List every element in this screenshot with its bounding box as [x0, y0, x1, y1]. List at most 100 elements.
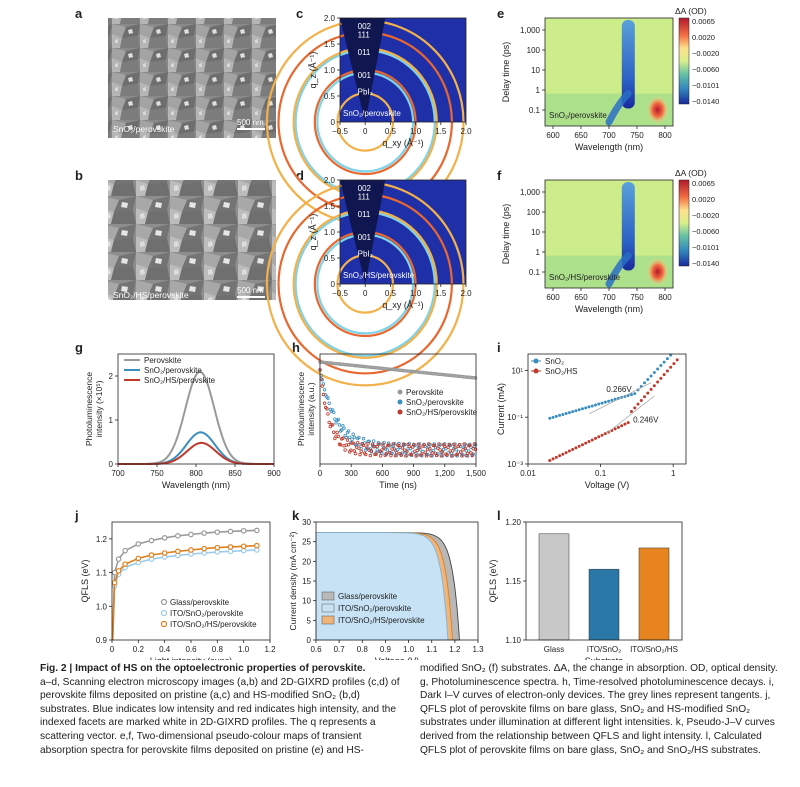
data-point [463, 446, 467, 451]
series-line-2 [118, 441, 274, 465]
data-point [227, 528, 234, 535]
data-point [414, 454, 418, 458]
data-point [594, 436, 598, 440]
y-tick-label: 2 [109, 372, 114, 381]
x-tick-label: 700 [111, 469, 125, 478]
data-point [597, 435, 601, 439]
tangent-line [606, 395, 655, 434]
data-point [353, 451, 358, 456]
y-tick-label: 0 [109, 460, 114, 469]
sem-image-b: SnO₂/HS/perovskite 500 nm [108, 180, 276, 300]
x-tick-label: 0.6 [185, 645, 197, 654]
data-point [201, 530, 207, 536]
data-point [407, 444, 411, 449]
y-tick-label: 100 [527, 46, 541, 55]
data-point [115, 568, 122, 574]
data-point [461, 448, 465, 452]
gixrd-facet-label: PbI₂ [358, 88, 373, 97]
legend-marker [397, 409, 403, 415]
series-area-1 [315, 532, 449, 641]
data-point [386, 443, 391, 447]
data-point [646, 391, 650, 395]
data-point [399, 453, 403, 457]
colorbar-tick-label: −0.0060 [692, 227, 719, 236]
gixrd-facet-label: 011 [358, 48, 371, 57]
y-axis-label: Delay time (ps) [501, 204, 511, 265]
y-tick-label: 0.1 [529, 106, 541, 115]
y-tick-label: 0.9 [96, 636, 108, 645]
x-tick-label: 0.01 [520, 469, 536, 478]
data-point [439, 454, 443, 458]
data-point [675, 358, 679, 362]
y-axis-label: q_z (Å⁻¹) [308, 214, 318, 251]
data-point [410, 445, 415, 449]
data-point [652, 370, 656, 374]
data-point [365, 446, 369, 451]
data-point [111, 579, 118, 586]
data-point [332, 410, 336, 415]
legend-marker [160, 609, 168, 617]
x-axis-label: Voltage (V) [585, 480, 630, 490]
y-tick-label: 10¹ [511, 366, 523, 375]
data-point [417, 445, 422, 450]
x-tick-label: 2.0 [460, 127, 472, 136]
data-point [214, 529, 221, 535]
data-point [372, 439, 376, 443]
colorbar-tick-label: −0.0140 [692, 97, 719, 106]
data-point [603, 400, 607, 404]
data-point [432, 443, 437, 448]
y-tick-label: 1.0 [96, 602, 108, 611]
y-tick-label: 10 [531, 228, 540, 237]
x-tick-label: 800 [658, 131, 672, 140]
y-tick-label: 1.5 [324, 40, 336, 49]
legend-entry: Glass/perovskite [170, 598, 230, 607]
data-point [430, 451, 434, 455]
data-point [643, 395, 647, 399]
y-tick-label: 0 [307, 636, 312, 645]
data-point [607, 399, 611, 403]
data-point [626, 421, 630, 425]
data-point [377, 449, 382, 454]
x-tick-label: 1.2 [449, 645, 461, 654]
y-tick-label: 5 [307, 616, 312, 625]
data-point [600, 401, 604, 405]
data-point [639, 398, 643, 402]
y-tick-label: 1.5 [324, 202, 336, 211]
y-tick-label: 0.1 [529, 268, 541, 277]
annotation: 0.266V [606, 385, 632, 394]
scalebar-b [237, 296, 265, 298]
gixrd-sample-label: SnO₂/perovskite [343, 109, 401, 118]
y-tick-label: 1 [109, 416, 114, 425]
data-point [392, 447, 397, 451]
data-point [148, 552, 155, 558]
data-point [548, 416, 552, 420]
ta-sample-label: SnO₂/perovskite [549, 111, 607, 120]
series-line-1 [118, 431, 274, 465]
data-point [460, 454, 464, 458]
data-point [420, 452, 424, 456]
data-point [561, 452, 565, 456]
data-point [665, 357, 669, 361]
data-point [633, 392, 637, 396]
gixrd-facet-label: 111 [358, 193, 371, 202]
x-tick-label: 650 [574, 293, 588, 302]
data-point [656, 380, 660, 384]
gixrd-facet-label: 001 [358, 233, 372, 242]
data-point [358, 452, 362, 457]
data-point [327, 420, 331, 425]
x-tick-label: 1.2 [264, 645, 276, 654]
x-tick-label: 0.5 [385, 127, 397, 136]
data-point [326, 412, 330, 416]
x-tick-label: 600 [546, 293, 560, 302]
series-line-0 [118, 370, 274, 465]
data-point [453, 445, 457, 450]
data-point [451, 449, 455, 453]
data-point [659, 376, 663, 380]
data-point [620, 424, 624, 428]
x-axis-label: Substrate [585, 656, 624, 660]
x-tick-label: 0.1 [595, 469, 607, 478]
x-tick-label: 800 [189, 469, 203, 478]
data-point [240, 547, 247, 554]
x-tick-label: 1.0 [410, 289, 422, 298]
sem-label-b: SnO₂/HS/perovskite [113, 290, 189, 300]
